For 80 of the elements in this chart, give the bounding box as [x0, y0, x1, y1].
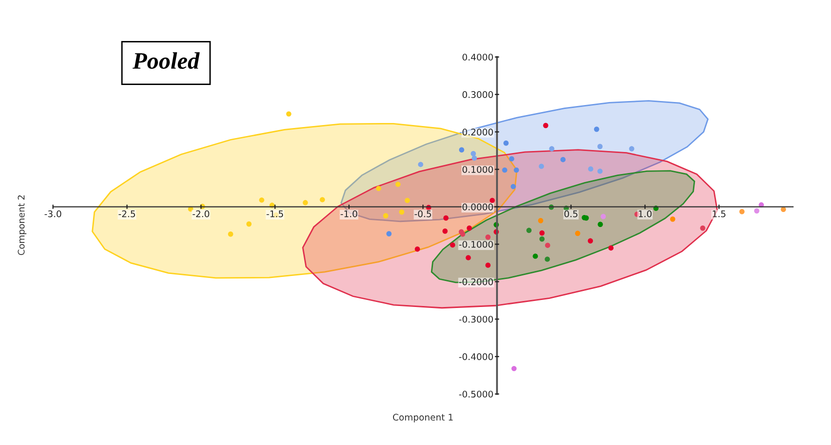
point [539, 236, 545, 242]
point [509, 156, 514, 162]
point [539, 230, 545, 236]
point [320, 197, 325, 202]
y-tick-label: 0.1000 [462, 166, 493, 173]
point [575, 230, 580, 236]
y-tick-label: -0.2000 [459, 278, 493, 286]
point [739, 209, 745, 214]
point [608, 245, 614, 251]
point [597, 144, 603, 150]
point [510, 184, 516, 190]
point [780, 206, 786, 212]
point [404, 198, 410, 204]
point [543, 122, 548, 128]
point [549, 146, 554, 152]
y-tick-label: 0.2000 [462, 128, 493, 136]
point [302, 200, 308, 206]
x-tick-label: -1.5 [266, 210, 284, 218]
x-tick-label: 0.5 [564, 210, 578, 218]
point [511, 366, 517, 372]
point [503, 140, 509, 146]
point [459, 147, 464, 152]
x-tick-label: 1.0 [638, 210, 652, 218]
point [502, 167, 508, 173]
point [490, 198, 495, 204]
x-tick-label: -2.5 [118, 210, 136, 218]
point [460, 232, 466, 237]
y-tick-label: -0.1000 [459, 240, 493, 248]
point [442, 228, 448, 234]
y-axis-title: Component 2 [18, 195, 26, 256]
point [246, 221, 252, 227]
point [395, 182, 401, 187]
point [472, 156, 477, 161]
y-tick-label: 0.0000 [462, 204, 493, 210]
point [588, 238, 593, 244]
point [443, 215, 449, 221]
point [600, 214, 606, 220]
x-tick-label: -1.0 [340, 210, 358, 218]
y-tick-label: 0.4000 [462, 54, 493, 61]
y-tick-label: -0.3000 [459, 316, 493, 323]
point [485, 262, 491, 268]
point [544, 256, 550, 262]
point [588, 166, 594, 172]
point [598, 222, 603, 227]
point [466, 255, 471, 260]
point [670, 216, 676, 222]
point [259, 197, 264, 203]
point [700, 226, 706, 231]
x-axis-title: Component 1 [392, 414, 453, 422]
point [514, 167, 519, 173]
point [470, 151, 476, 156]
x-tick-label: -3.0 [44, 210, 62, 218]
point [414, 246, 420, 252]
y-tick-label: -0.5000 [459, 390, 493, 398]
x-tick-label: -2.0 [192, 210, 210, 218]
y-tick-label: -0.4000 [459, 353, 493, 360]
point [538, 164, 544, 169]
point [386, 231, 392, 236]
point [560, 157, 566, 162]
x-tick-label: 1.5 [712, 210, 726, 218]
point [450, 242, 456, 248]
point [485, 234, 491, 240]
point [376, 186, 382, 192]
point [532, 254, 538, 259]
point [228, 232, 234, 237]
chart-title: Pooled [132, 52, 200, 69]
point [466, 226, 472, 231]
point [286, 111, 292, 117]
point [538, 218, 544, 224]
y-tick-label: 0.3000 [462, 91, 493, 98]
point [629, 146, 634, 152]
point [526, 228, 532, 233]
point [383, 213, 388, 218]
point [418, 162, 424, 168]
point [545, 242, 550, 248]
point [754, 208, 760, 214]
point [594, 126, 600, 132]
point [399, 209, 404, 215]
x-tick-label: -0.5 [414, 210, 432, 218]
point [597, 168, 603, 174]
